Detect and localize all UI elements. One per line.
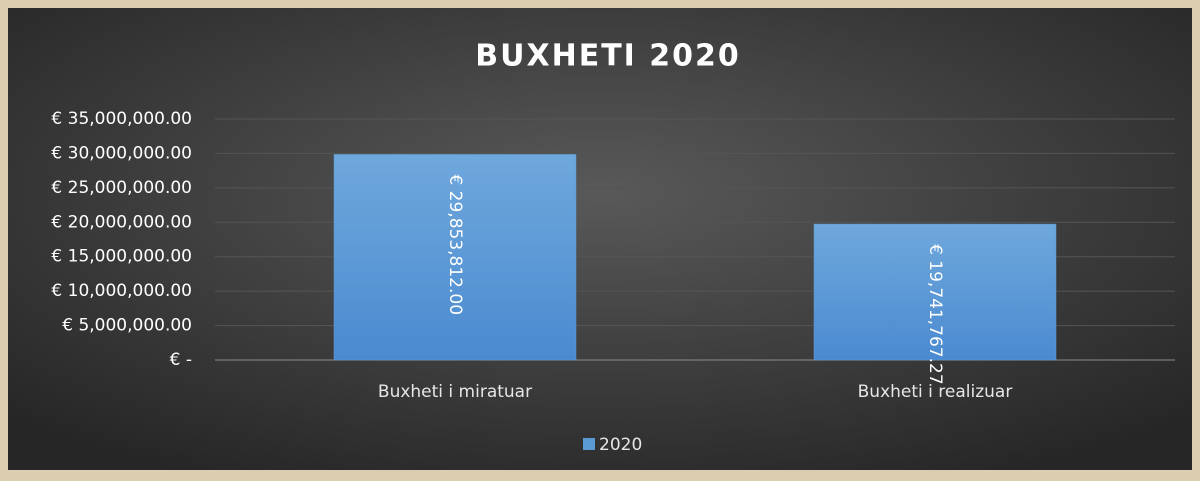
bar (813, 223, 1057, 361)
legend-label: 2020 (599, 435, 642, 455)
y-tick-label: € 10,000,000.00 (51, 281, 192, 301)
y-tick-label: € 15,000,000.00 (51, 247, 192, 267)
y-tick-label: € 35,000,000.00 (51, 109, 192, 129)
chart-title: BUXHETI 2020 (475, 39, 741, 74)
legend-swatch (583, 438, 595, 450)
y-tick-label: € - (170, 350, 192, 370)
y-tick-label: € 20,000,000.00 (51, 212, 192, 232)
data-label: € 29,853,812.00 (445, 174, 465, 315)
data-label: € 19,741,767.27 (925, 244, 945, 385)
x-tick-label: Buxheti i realizuar (858, 382, 1013, 402)
y-tick-label: € 25,000,000.00 (51, 178, 192, 198)
y-tick-label: € 5,000,000.00 (62, 316, 192, 336)
bar (333, 154, 577, 361)
x-tick-label: Buxheti i miratuar (378, 382, 532, 402)
y-tick-label: € 30,000,000.00 (51, 143, 192, 163)
